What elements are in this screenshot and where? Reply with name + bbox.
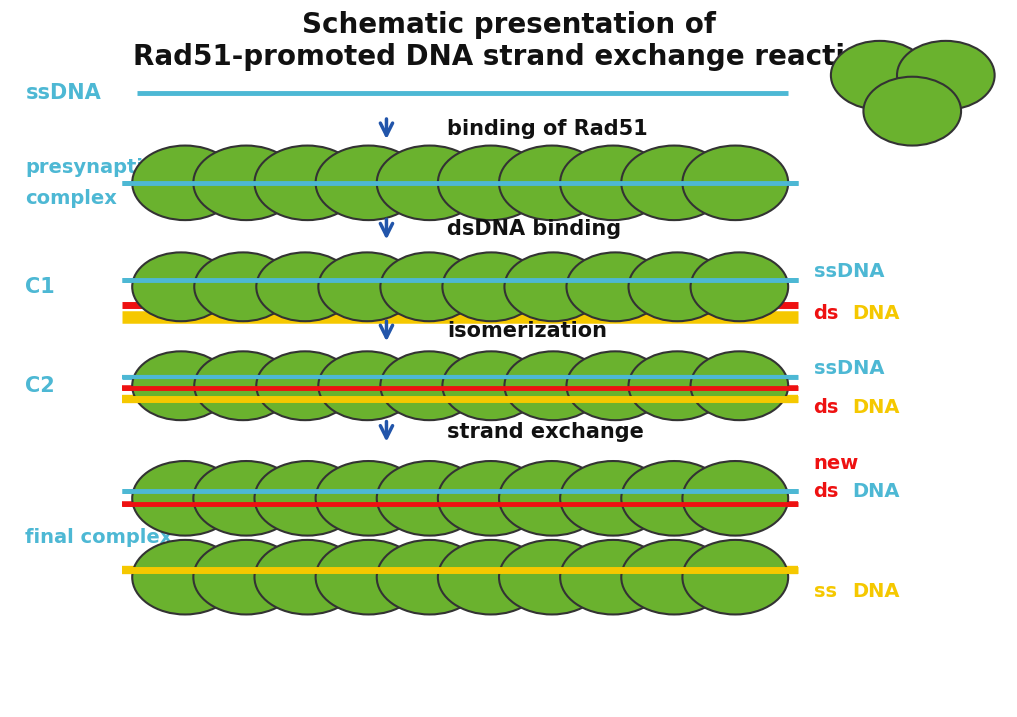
- Text: ss: ss: [814, 582, 837, 601]
- Circle shape: [194, 252, 292, 321]
- Circle shape: [254, 540, 360, 614]
- Circle shape: [629, 351, 726, 420]
- Circle shape: [442, 351, 540, 420]
- Circle shape: [438, 540, 544, 614]
- Circle shape: [194, 351, 292, 420]
- Circle shape: [621, 146, 727, 220]
- Circle shape: [132, 351, 230, 420]
- Circle shape: [315, 461, 421, 536]
- Circle shape: [193, 461, 299, 536]
- Circle shape: [254, 461, 360, 536]
- Circle shape: [380, 351, 478, 420]
- Text: DNA: DNA: [852, 304, 900, 323]
- Circle shape: [376, 540, 482, 614]
- Circle shape: [499, 461, 605, 536]
- Text: C2: C2: [25, 376, 55, 396]
- Circle shape: [897, 41, 995, 110]
- Circle shape: [560, 146, 666, 220]
- Circle shape: [132, 146, 238, 220]
- Text: complex: complex: [25, 189, 117, 208]
- Circle shape: [682, 540, 788, 614]
- Text: new: new: [814, 455, 858, 473]
- Circle shape: [682, 146, 788, 220]
- Circle shape: [438, 146, 544, 220]
- Circle shape: [254, 146, 360, 220]
- Text: final complex: final complex: [25, 528, 173, 547]
- Circle shape: [380, 252, 478, 321]
- Circle shape: [132, 252, 230, 321]
- Circle shape: [682, 461, 788, 536]
- Circle shape: [691, 252, 788, 321]
- Circle shape: [863, 77, 961, 146]
- Circle shape: [566, 351, 664, 420]
- Text: ssDNA: ssDNA: [25, 83, 101, 103]
- Circle shape: [629, 252, 726, 321]
- Circle shape: [318, 252, 416, 321]
- Circle shape: [318, 351, 416, 420]
- Circle shape: [560, 461, 666, 536]
- Text: ssDNA: ssDNA: [814, 359, 884, 378]
- Text: ds: ds: [814, 398, 839, 417]
- Circle shape: [499, 146, 605, 220]
- Circle shape: [504, 351, 602, 420]
- Text: Rad51-promoted DNA strand exchange reaction: Rad51-promoted DNA strand exchange react…: [133, 43, 884, 72]
- Circle shape: [621, 540, 727, 614]
- Text: isomerization: isomerization: [447, 321, 607, 341]
- Circle shape: [566, 252, 664, 321]
- Text: DNA: DNA: [852, 398, 900, 417]
- Circle shape: [315, 540, 421, 614]
- Text: strand exchange: strand exchange: [447, 422, 645, 442]
- Text: ssDNA: ssDNA: [814, 262, 884, 280]
- Circle shape: [193, 540, 299, 614]
- Circle shape: [560, 540, 666, 614]
- Circle shape: [504, 252, 602, 321]
- Circle shape: [132, 540, 238, 614]
- Text: binding of Rad51: binding of Rad51: [447, 119, 648, 139]
- Circle shape: [691, 351, 788, 420]
- Circle shape: [376, 461, 482, 536]
- Circle shape: [132, 461, 238, 536]
- Circle shape: [438, 461, 544, 536]
- Text: dsDNA binding: dsDNA binding: [447, 219, 621, 239]
- Circle shape: [315, 146, 421, 220]
- Circle shape: [256, 252, 354, 321]
- Text: DNA: DNA: [852, 482, 900, 500]
- Circle shape: [621, 461, 727, 536]
- Text: C1: C1: [25, 277, 55, 297]
- Text: Schematic presentation of: Schematic presentation of: [301, 11, 716, 39]
- Text: DNA: DNA: [852, 582, 900, 601]
- Circle shape: [831, 41, 929, 110]
- Circle shape: [193, 146, 299, 220]
- Text: ds: ds: [814, 482, 839, 500]
- Text: presynaptic: presynaptic: [25, 158, 155, 176]
- Circle shape: [442, 252, 540, 321]
- Circle shape: [499, 540, 605, 614]
- Text: ds: ds: [814, 304, 839, 323]
- Circle shape: [256, 351, 354, 420]
- Circle shape: [376, 146, 482, 220]
